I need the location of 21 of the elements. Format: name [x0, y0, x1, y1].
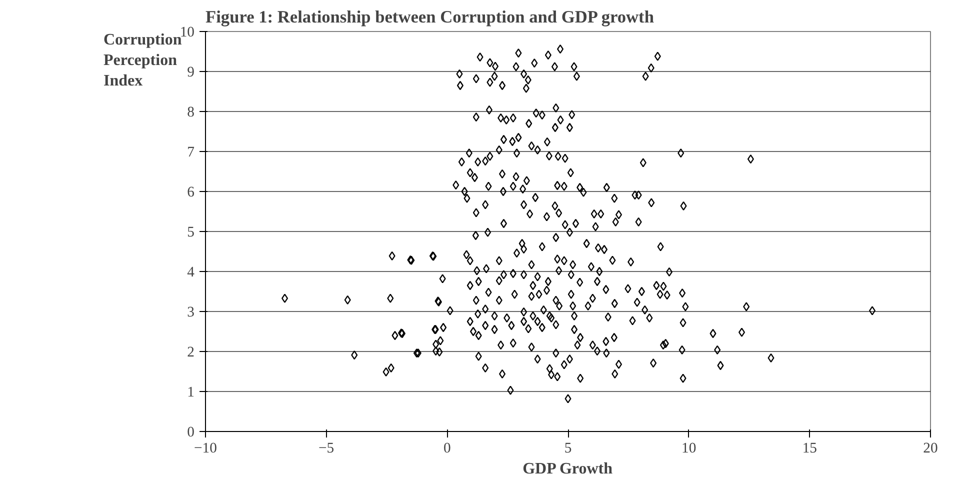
y-tick-label: 3 [187, 304, 194, 320]
x-tick-label: 20 [923, 440, 938, 456]
y-tick-label: 7 [187, 144, 194, 160]
x-tick-label: 5 [564, 440, 572, 456]
chart-title: Figure 1: Relationship between Corruption and GDP growth [206, 8, 654, 26]
y-tick-label: 2 [187, 344, 194, 360]
y-tick-label: 6 [187, 184, 194, 200]
x-tick-label: 10 [682, 440, 696, 456]
y-tick-label: 0 [187, 424, 194, 440]
y-tick-label: 10 [180, 24, 194, 40]
y-tick-label: 5 [187, 224, 194, 240]
y-axis-title: Corruption Perception Index [104, 32, 182, 90]
y-tick-label: 4 [187, 264, 196, 280]
x-tick-label: 0 [444, 440, 451, 456]
y-tick-label: 1 [187, 384, 194, 400]
y-tick-label: 8 [187, 104, 194, 120]
x-tick-label: 15 [802, 440, 817, 456]
x-tick-label: −5 [318, 440, 334, 456]
y-tick-label: 9 [187, 64, 194, 80]
x-tick-label: −10 [194, 440, 217, 456]
x-axis-title: GDP Growth [522, 460, 613, 478]
